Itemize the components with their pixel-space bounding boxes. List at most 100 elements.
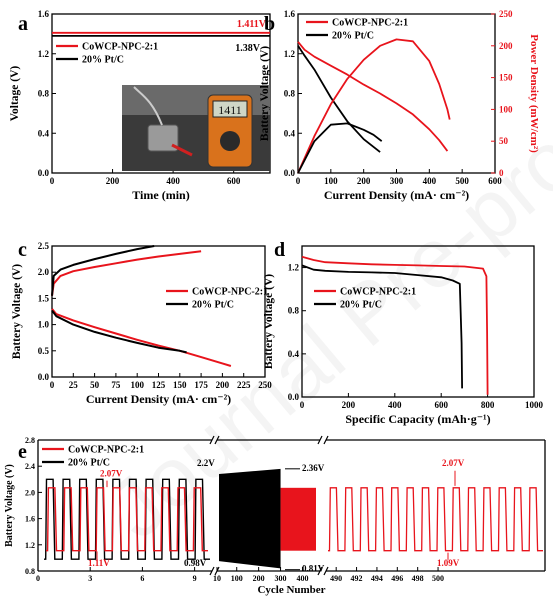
x-tick-label-e: 400 xyxy=(296,574,308,583)
legend-entry: CoWCP-NPC-2:1 xyxy=(340,287,416,298)
series-line xyxy=(51,250,202,296)
x-tick-label-c: 225 xyxy=(237,380,251,390)
series-line xyxy=(51,308,232,367)
plot-frame-c xyxy=(51,245,266,378)
y-tick-label-d: 0.0 xyxy=(288,392,300,402)
series-line xyxy=(301,264,463,389)
y-axis-label-b: Battery Voltage (V) xyxy=(259,46,271,141)
x-tick-label-b: 400 xyxy=(423,176,437,186)
y-tick-label-c: 1.5 xyxy=(38,293,50,303)
series-line xyxy=(297,45,381,153)
series-line xyxy=(297,122,383,174)
legend-entry: CoWCP-NPC-2:1 xyxy=(82,42,158,53)
axis-break xyxy=(323,435,329,445)
x-axis-label-e: Cycle Number xyxy=(257,584,325,596)
y-tick-label-a: 1.6 xyxy=(38,9,50,19)
x-tick-label-d: 400 xyxy=(388,400,402,410)
y-tick-label-c: 1.0 xyxy=(38,320,50,330)
y2-tick-label-b: 200 xyxy=(499,41,513,51)
x-tick-label-c: 50 xyxy=(90,380,100,390)
series-line xyxy=(297,41,449,152)
x-tick-label-a: 400 xyxy=(166,176,180,186)
y-tick-label-c: 0.0 xyxy=(38,372,50,382)
x-tick-label-c: 200 xyxy=(216,380,230,390)
x-tick-label-e: 492 xyxy=(351,574,363,583)
y2-axis-label-b: Power Density (mW/cm²) xyxy=(528,34,540,153)
annotation: 1.09V xyxy=(437,558,460,568)
series-line xyxy=(301,255,489,395)
x-tick-label-a: 200 xyxy=(106,176,120,186)
annotation: 2.36V xyxy=(302,463,325,473)
x-tick-label-b: 200 xyxy=(357,176,371,186)
y-axis-label-a: Voltage (V) xyxy=(9,66,21,122)
y2-tick-label-b: 0 xyxy=(499,168,504,178)
annotation: 1.411V xyxy=(237,19,267,30)
annotation: 0.98V xyxy=(184,558,207,568)
x-axis-label-a: Time (min) xyxy=(132,188,189,202)
x-tick-label-e: 490 xyxy=(330,574,342,583)
panel-label-b: b xyxy=(264,13,275,35)
x-axis-label-b: Current Density (mA· cm⁻²) xyxy=(324,188,469,202)
axis-break xyxy=(317,435,323,445)
y-tick-label-d: 1.2 xyxy=(288,263,300,273)
legend-entry: CoWCP-NPC-2:1 xyxy=(332,18,408,29)
x-tick-label-e: 3 xyxy=(88,574,92,583)
x-tick-label-a: 600 xyxy=(227,176,241,186)
y-tick-label-b: 1.2 xyxy=(284,49,296,59)
x-tick-label-b: 600 xyxy=(488,176,502,186)
legend-entry: CoWCP-NPC-2:1 xyxy=(192,287,268,298)
y-tick-label-d: 0.8 xyxy=(288,306,300,316)
x-tick-label-c: 125 xyxy=(152,380,166,390)
x-tick-label-e: 200 xyxy=(253,574,265,583)
y-tick-label-c: 2.0 xyxy=(38,267,50,277)
y-tick-label-e: 0.8 xyxy=(25,567,35,576)
series-line xyxy=(51,245,155,296)
x-tick-label-b: 500 xyxy=(455,176,469,186)
meter-dial xyxy=(220,131,240,151)
x-axis-label-c: Current Density (mA· cm⁻²) xyxy=(86,392,231,406)
red-lead xyxy=(171,143,193,157)
x-tick-label-e: 498 xyxy=(412,574,424,583)
y2-tick-label-b: 250 xyxy=(499,9,513,19)
legend-entry: 20% Pt/C xyxy=(340,300,382,311)
series-line xyxy=(297,38,451,174)
y2-tick-label-b: 150 xyxy=(499,73,513,83)
meter-reading: 1411 xyxy=(218,103,242,117)
dense-cycling-cowcp xyxy=(280,487,316,551)
y2-tick-label-b: 50 xyxy=(499,136,509,146)
y-tick-label-b: 0.8 xyxy=(284,89,296,99)
annotation: 1.38V xyxy=(235,43,261,54)
x-tick-label-d: 200 xyxy=(342,400,356,410)
x-tick-label-e: 494 xyxy=(371,574,383,583)
x-tick-label-e: 0 xyxy=(36,574,40,583)
legend-entry: CoWCP-NPC-2:1 xyxy=(68,445,144,456)
x-tick-label-e: 100 xyxy=(231,574,243,583)
annotation: 2.2V xyxy=(197,458,215,468)
x-tick-label-e: 500 xyxy=(432,574,444,583)
legend-entry: 20% Pt/C xyxy=(68,458,110,469)
y-tick-label-a: 0.8 xyxy=(38,89,50,99)
y2-tick-label-b: 100 xyxy=(499,104,513,114)
x-tick-label-e: 496 xyxy=(391,574,403,583)
axis-break xyxy=(317,566,323,576)
axis-break xyxy=(209,435,215,445)
x-tick-label-e: 300 xyxy=(275,574,287,583)
x-tick-label-a: 0 xyxy=(50,176,55,186)
y-tick-label-b: 0.4 xyxy=(284,128,296,138)
axis-break xyxy=(323,566,329,576)
y-tick-label-b: 0.0 xyxy=(284,168,296,178)
y-axis-label-c: Battery Voltage (V) xyxy=(11,264,23,359)
y-axis-label-d: Battery Voltage (V) xyxy=(263,274,275,369)
y-tick-label-a: 0.4 xyxy=(38,128,50,138)
panel-label-e: e xyxy=(18,441,27,463)
series-line-cowcp xyxy=(328,487,543,552)
y-tick-label-a: 0.0 xyxy=(38,168,50,178)
series-line-cowcp xyxy=(46,487,208,552)
series-line-pt xyxy=(44,478,210,560)
y-tick-label-c: 0.5 xyxy=(38,346,50,356)
axis-break xyxy=(214,435,220,445)
meter-display xyxy=(212,100,248,118)
panel-label-d: d xyxy=(274,239,285,261)
panel-label-c: c xyxy=(18,239,27,261)
y-tick-label-d: 0.4 xyxy=(288,349,300,359)
